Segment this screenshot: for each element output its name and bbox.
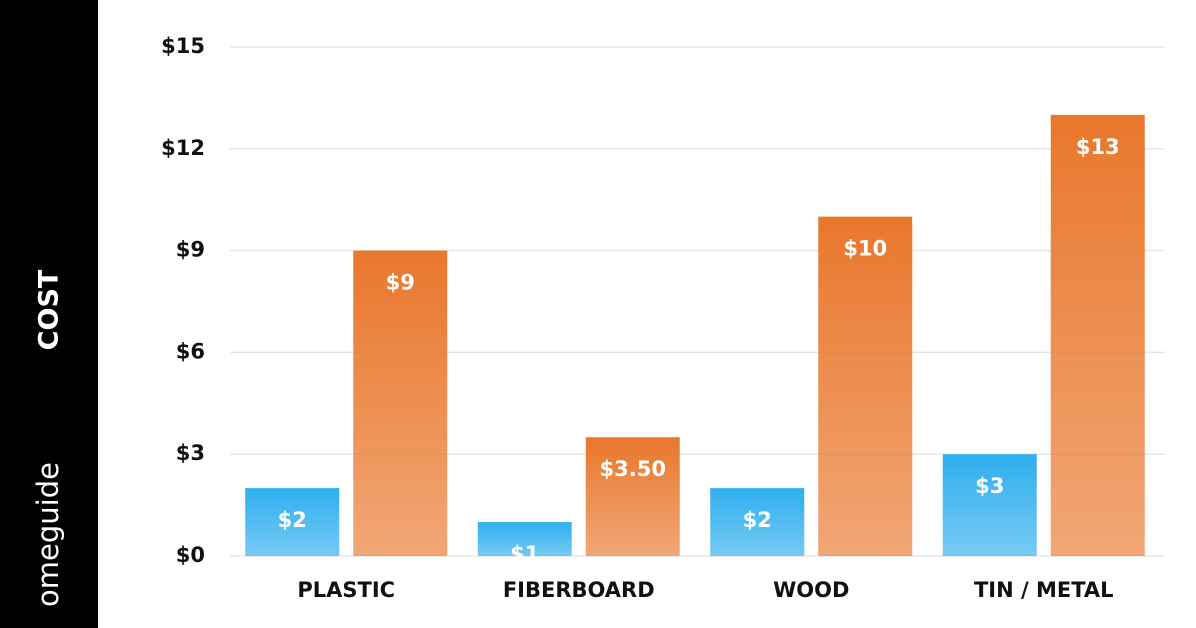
x-tick-label: TIN / METAL xyxy=(974,578,1114,602)
bar xyxy=(585,437,680,556)
y-tick-label: $9 xyxy=(176,238,205,262)
data-label: $2 xyxy=(278,508,307,532)
x-tick-label: WOOD xyxy=(773,578,849,602)
data-label: $10 xyxy=(843,237,887,261)
bar xyxy=(353,250,448,556)
data-label: $9 xyxy=(386,271,415,295)
data-label: $1 xyxy=(510,542,539,566)
data-label: $3 xyxy=(975,474,1004,498)
bar xyxy=(245,488,340,556)
data-label: $3.50 xyxy=(600,457,666,481)
x-tick-label: FIBERBOARD xyxy=(503,578,655,602)
y-tick-label: $6 xyxy=(176,339,205,363)
y-tick-label: $15 xyxy=(161,34,205,58)
side-band xyxy=(0,0,98,628)
data-label: $2 xyxy=(743,508,772,532)
bar xyxy=(818,216,913,556)
y-tick-label: $0 xyxy=(176,543,205,567)
bar xyxy=(477,522,572,556)
x-tick-label: PLASTIC xyxy=(297,578,395,602)
data-label: $13 xyxy=(1076,135,1120,159)
y-axis-title: COST xyxy=(34,269,65,350)
bar xyxy=(1050,114,1145,556)
y-tick-label: $12 xyxy=(161,136,205,160)
bar xyxy=(942,454,1037,556)
logo: omeguide xyxy=(31,462,65,607)
bar xyxy=(710,488,805,556)
y-tick-label: $3 xyxy=(176,441,205,465)
